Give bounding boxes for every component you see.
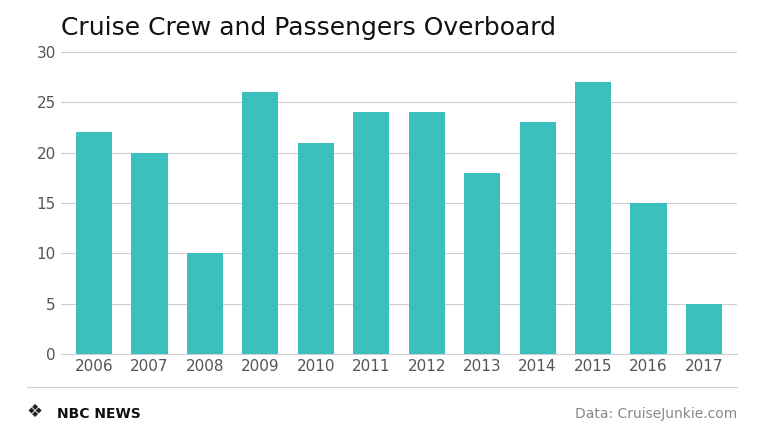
Bar — [131, 152, 167, 354]
Bar — [520, 122, 556, 354]
Bar — [631, 203, 667, 354]
Bar — [76, 133, 112, 354]
Bar — [575, 82, 611, 354]
Text: NBC NEWS: NBC NEWS — [57, 407, 141, 421]
Bar — [242, 92, 278, 354]
Bar — [298, 143, 334, 354]
Bar — [686, 304, 722, 354]
Text: Data: CruiseJunkie.com: Data: CruiseJunkie.com — [575, 407, 737, 421]
Bar — [187, 254, 223, 354]
Text: Cruise Crew and Passengers Overboard: Cruise Crew and Passengers Overboard — [61, 16, 556, 40]
Bar — [353, 112, 389, 354]
Bar — [464, 173, 500, 354]
Text: ❖: ❖ — [27, 403, 43, 421]
Bar — [409, 112, 445, 354]
